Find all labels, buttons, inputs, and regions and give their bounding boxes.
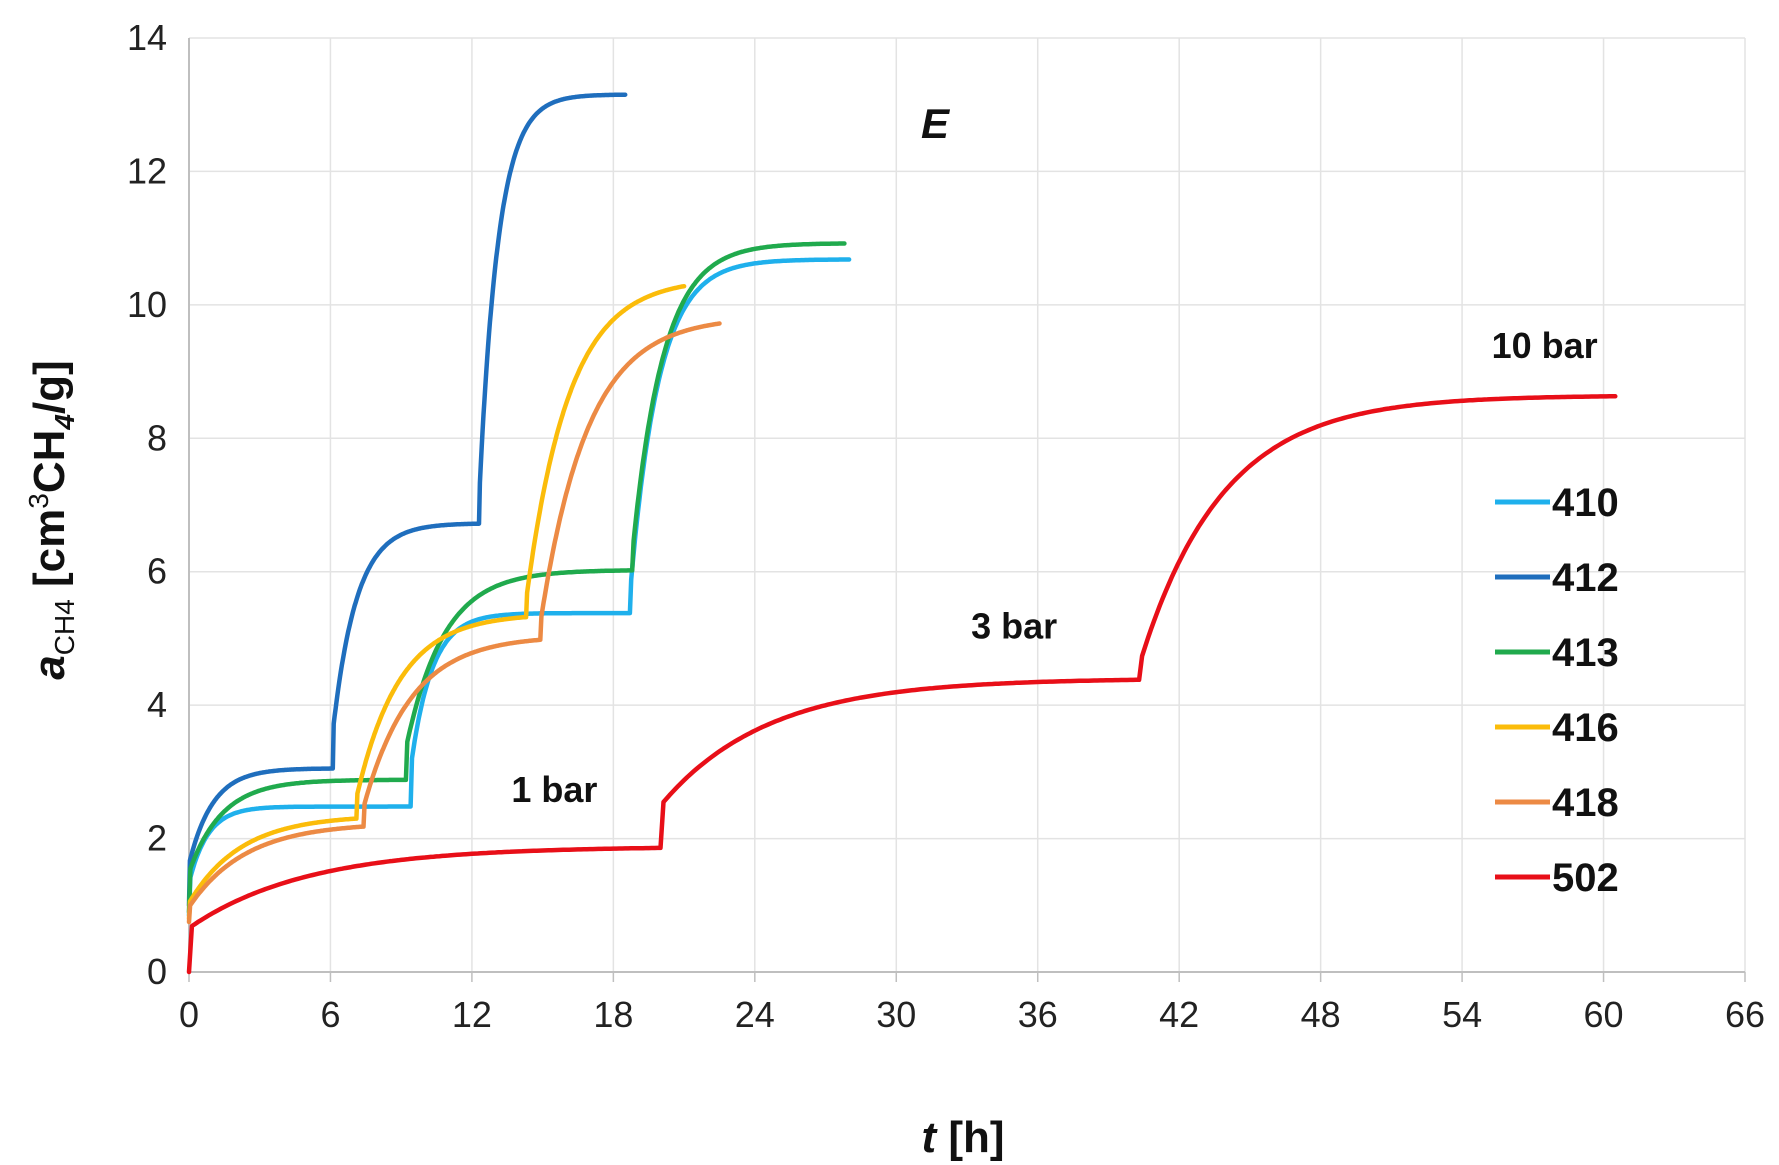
legend-label-418: 418 — [1552, 781, 1619, 825]
legend: 410 412 413 416 418 502 — [1495, 481, 1619, 900]
y-tick-label: 2 — [147, 818, 167, 859]
x-axis-title-unit: [h] — [936, 1113, 1004, 1162]
x-tick-label: 18 — [593, 994, 633, 1035]
y-tick-label: 4 — [147, 684, 167, 725]
x-tick-label: 66 — [1725, 994, 1765, 1035]
x-axis-title-var: t — [921, 1113, 938, 1162]
y-tick-labels: 0 2 4 6 8 10 12 14 — [127, 17, 167, 992]
y-tick-label: 10 — [127, 284, 167, 325]
y-axis-title-sub2: 4 — [49, 414, 80, 431]
axes — [188, 38, 1746, 982]
pressure-annotation: 3 bar — [971, 605, 1057, 646]
legend-label-410: 410 — [1552, 481, 1619, 525]
y-tick-label: 0 — [147, 951, 167, 992]
x-tick-label: 60 — [1584, 994, 1624, 1035]
y-tick-label: 14 — [127, 17, 167, 58]
panel-label: E — [921, 100, 951, 147]
x-tick-label: 0 — [179, 994, 199, 1035]
x-tick-label: 30 — [876, 994, 916, 1035]
series-line-502 — [186, 394, 1618, 975]
legend-label-502: 502 — [1552, 856, 1619, 900]
y-axis-title-unit-mid: CH — [25, 430, 74, 494]
y-axis-title: aCH4 [cm3CH4/g] — [23, 360, 80, 679]
y-axis-title-unit-pre: [cm — [25, 509, 74, 599]
x-tick-label: 36 — [1018, 994, 1058, 1035]
pressure-annotation: 10 bar — [1492, 325, 1598, 366]
series-line-418 — [186, 321, 722, 925]
y-axis-title-sup: 3 — [23, 493, 54, 509]
legend-label-416: 416 — [1552, 706, 1619, 750]
series-line-416 — [186, 283, 687, 921]
y-tick-label: 12 — [127, 150, 167, 191]
x-tick-label: 54 — [1442, 994, 1482, 1035]
series-line-410 — [186, 257, 852, 918]
legend-label-413: 413 — [1552, 631, 1619, 675]
x-tick-label: 48 — [1301, 994, 1341, 1035]
legend-label-412: 412 — [1552, 556, 1619, 600]
annotations: 1 bar 3 bar 10 bar — [511, 325, 1597, 810]
y-axis-title-unit-post: /g] — [25, 360, 74, 414]
x-tick-label: 42 — [1159, 994, 1199, 1035]
y-axis-title-sub: CH4 — [49, 599, 80, 655]
y-tick-label: 6 — [147, 551, 167, 592]
pressure-annotation: 1 bar — [511, 769, 597, 810]
data-series — [186, 92, 1618, 975]
x-tick-label: 6 — [320, 994, 340, 1035]
series-line-412 — [186, 92, 628, 908]
series-line-413 — [186, 241, 847, 915]
y-axis-title-var: a — [25, 655, 74, 679]
gridlines — [189, 37, 1746, 972]
x-tick-labels: 0 6 12 18 24 30 36 42 48 54 60 66 — [179, 994, 1765, 1035]
x-tick-label: 24 — [735, 994, 775, 1035]
x-tick-label: 12 — [452, 994, 492, 1035]
x-axis-title: t [h] — [921, 1113, 1004, 1162]
y-tick-label: 8 — [147, 417, 167, 458]
